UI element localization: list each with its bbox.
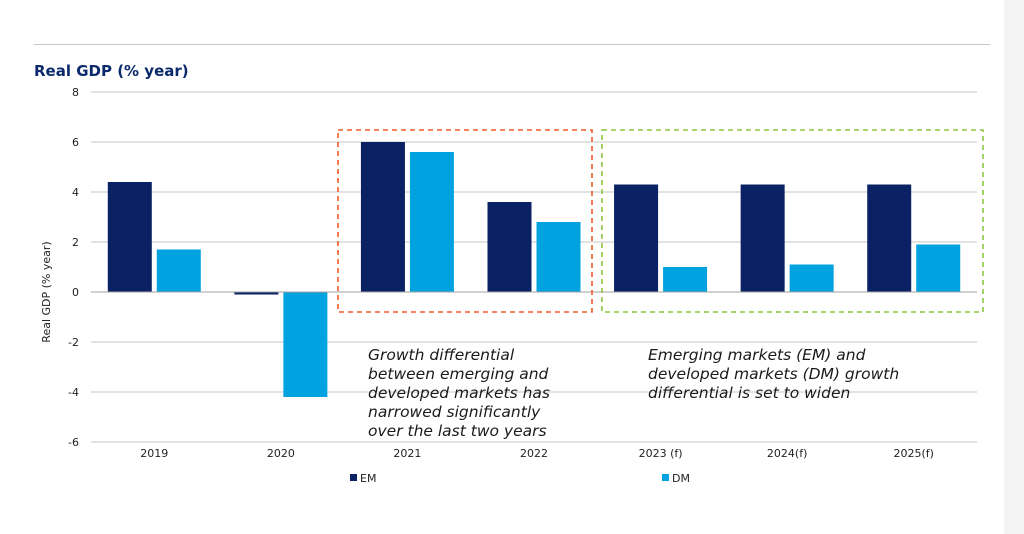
- bar-dm-2023f: [663, 267, 708, 292]
- x-axis-ticks: 2019 2020 2021 2022 2023 (f) 2024(f) 2025(f): [140, 447, 934, 460]
- chart-title: Real GDP (% year): [34, 62, 189, 80]
- x-tick-label: 2020: [267, 447, 295, 460]
- bar-em-2019: [107, 182, 152, 292]
- bar-em-2021: [360, 142, 405, 292]
- annotation-line: developed markets has: [368, 384, 550, 402]
- annotation-line: Growth differential: [368, 346, 515, 364]
- bar-em-2023f: [614, 184, 659, 292]
- y-tick-label: 6: [72, 136, 79, 149]
- annotation-box: [337, 129, 593, 313]
- legend-swatch-dm: [662, 474, 669, 481]
- x-tick-label: 2022: [520, 447, 548, 460]
- annotation-line: Emerging markets (EM) and: [648, 346, 866, 364]
- y-tick-label: 8: [72, 86, 79, 99]
- legend: EM DM: [350, 472, 690, 485]
- page-edge: [1004, 0, 1024, 534]
- bar-dm-2021: [409, 152, 454, 292]
- annotation-line: over the last two years: [368, 422, 547, 440]
- y-axis-ticks: -6 -4 -2 0 2 4 6 8: [68, 86, 79, 449]
- bar-em-2020: [234, 292, 279, 295]
- bar-dm-2020: [283, 292, 328, 397]
- x-tick-label: 2021: [393, 447, 421, 460]
- bar-em-2022: [487, 202, 532, 292]
- bar-em-2025f: [867, 184, 912, 292]
- annotation-line: between emerging and: [368, 365, 549, 383]
- y-axis-label: Real GDP (% year): [40, 241, 53, 342]
- bar-dm-2019: [156, 249, 201, 292]
- annotation-texts: Growth differential between emerging and d…: [368, 346, 899, 440]
- y-tick-label: 0: [72, 286, 79, 299]
- y-tick-label: -6: [68, 436, 79, 449]
- x-tick-label: 2025(f): [893, 447, 933, 460]
- y-tick-label: 4: [72, 186, 79, 199]
- legend-label-em: EM: [360, 472, 376, 485]
- top-divider: [34, 44, 990, 45]
- x-tick-label: 2024(f): [767, 447, 807, 460]
- annotation-line: differential is set to widen: [648, 384, 850, 402]
- x-tick-label: 2023 (f): [639, 447, 683, 460]
- y-tick-label: 2: [72, 236, 79, 249]
- x-tick-label: 2019: [140, 447, 168, 460]
- bar-dm-2022: [536, 222, 581, 292]
- legend-swatch-em: [350, 474, 357, 481]
- y-tick-label: -2: [68, 336, 79, 349]
- bars: [107, 142, 961, 397]
- y-tick-label: -4: [68, 386, 79, 399]
- annotation-line: narrowed significantly: [368, 403, 541, 421]
- bar-dm-2025f: [916, 244, 961, 292]
- legend-label-dm: DM: [672, 472, 690, 485]
- annotation-boxes: [337, 129, 984, 313]
- bar-dm-2024f: [789, 264, 834, 292]
- annotation-text: Growth differential between emerging and d…: [368, 346, 550, 440]
- bar-em-2024f: [740, 184, 785, 292]
- annotation-line: developed markets (DM) growth: [648, 365, 899, 383]
- annotation-box: [601, 129, 984, 313]
- annotation-text: Emerging markets (EM) and developed marke…: [648, 346, 899, 402]
